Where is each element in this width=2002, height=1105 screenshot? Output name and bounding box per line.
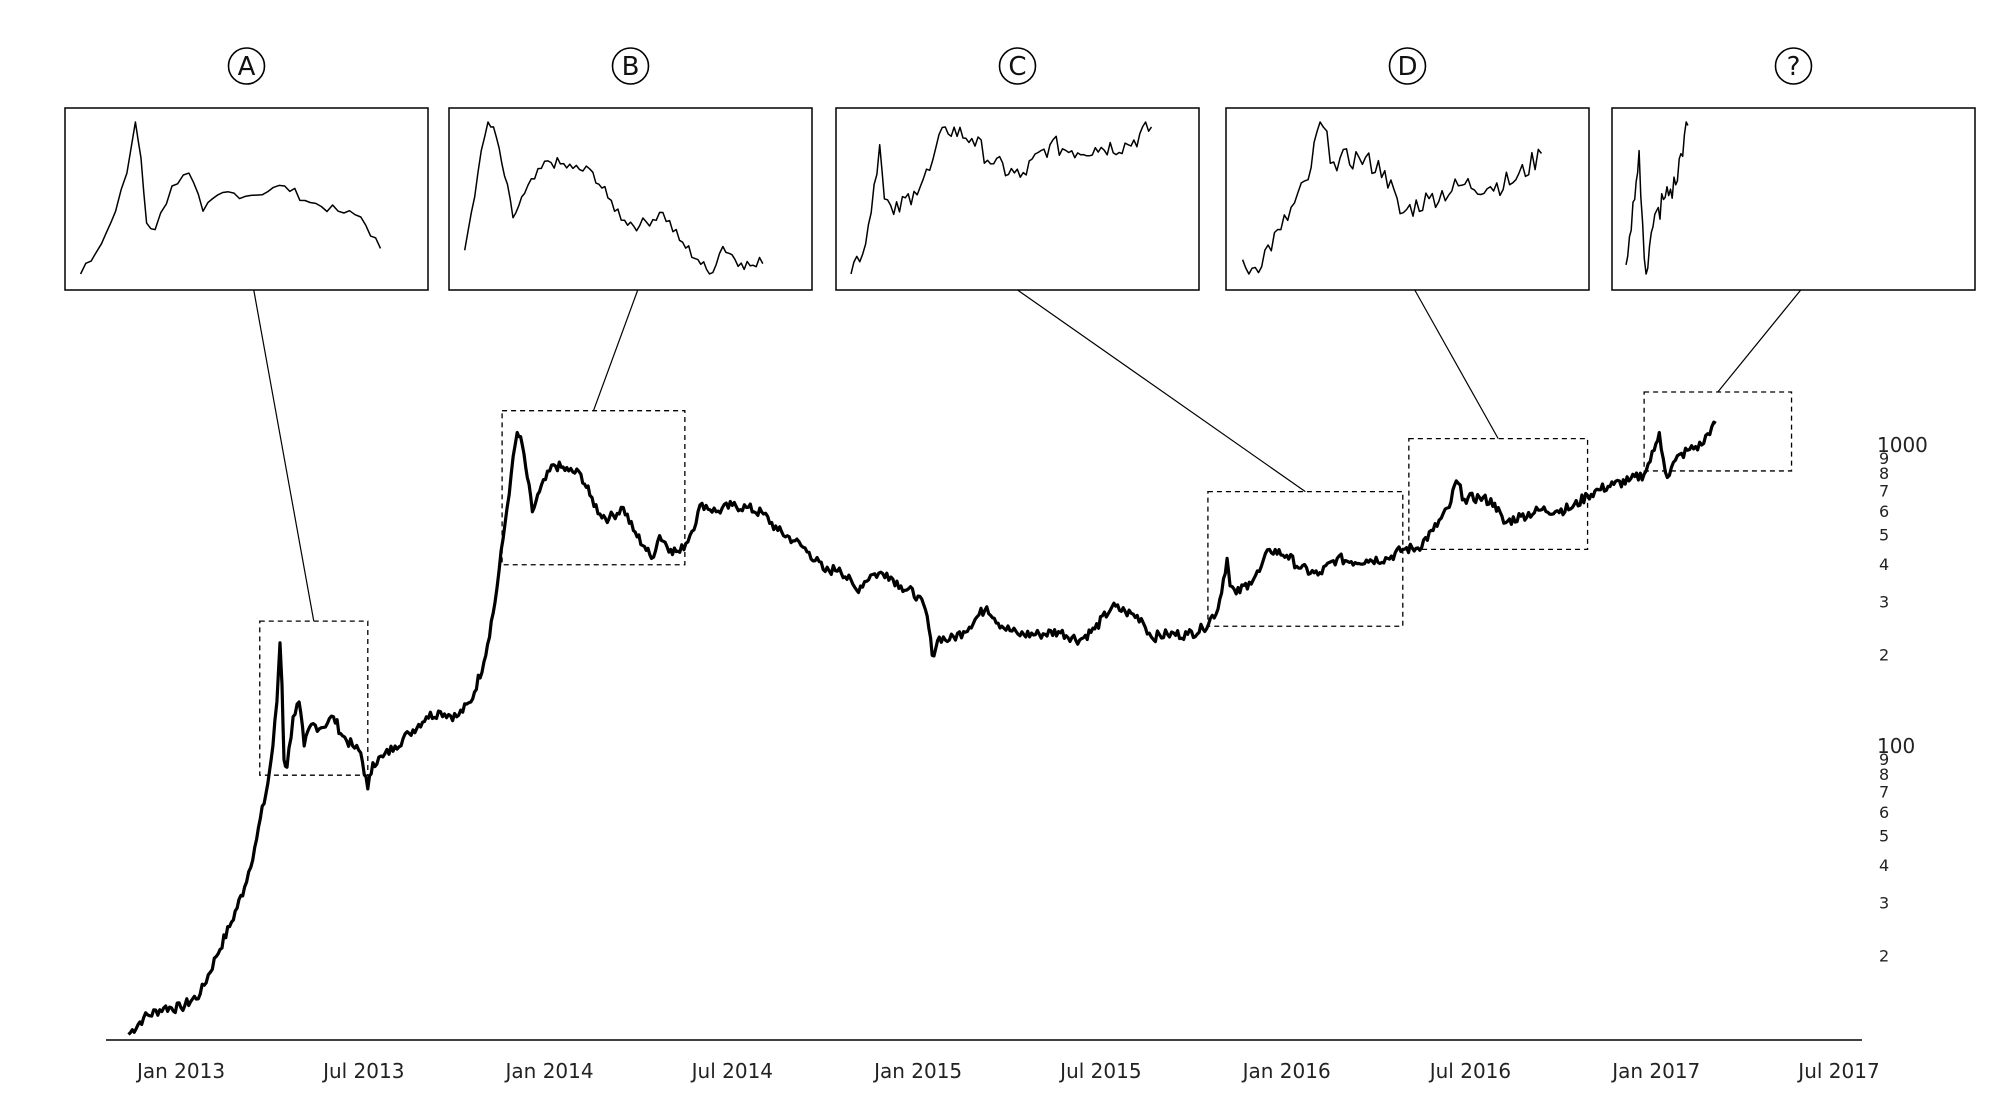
inset-frame (1611, 107, 1976, 291)
y-minor-tick-label: 7 (1879, 482, 1889, 501)
inset-badge-label: ? (1787, 52, 1801, 82)
inset-line (1241, 121, 1543, 275)
inset-badge-label: D (1397, 52, 1417, 82)
y-minor-tick-label: 2 (1879, 946, 1889, 965)
y-minor-tick-label: 9 (1879, 449, 1889, 468)
x-tick-label: Jul 2013 (321, 1059, 404, 1083)
inset-badge-circle (1774, 47, 1813, 85)
x-tick-label: Jul 2016 (1428, 1059, 1511, 1083)
zoom-box (1207, 490, 1404, 627)
inset-badge-circle (227, 47, 266, 85)
inset-line (850, 121, 1153, 275)
y-minor-tick-label: 5 (1879, 827, 1889, 846)
x-tick-label: Jul 2017 (1796, 1059, 1879, 1083)
inset-connector (592, 289, 639, 411)
y-minor-tick-label: 3 (1879, 893, 1889, 912)
inset-badge-label: B (622, 52, 640, 82)
inset-line (463, 121, 764, 275)
inset-frame (835, 107, 1200, 291)
inset-badge-label: C (1008, 52, 1026, 82)
inset-connector (1717, 289, 1802, 393)
inset-line (79, 121, 382, 275)
inset-connector (1414, 289, 1499, 439)
inset-frame (1225, 107, 1590, 291)
x-tick-label: Jan 2013 (135, 1059, 225, 1083)
y-minor-tick-label: 8 (1879, 464, 1889, 483)
inset-badge-circle (998, 47, 1037, 85)
y-minor-tick-label: 8 (1879, 765, 1889, 784)
zoom-region-boxes (259, 391, 1793, 776)
y-minor-tick-label: 4 (1879, 856, 1889, 875)
inset-panels (64, 107, 1976, 291)
inset-connectors (253, 289, 1802, 622)
inset-badges: A B C D? (227, 47, 1813, 85)
x-tick-label: Jan 2016 (1241, 1059, 1331, 1083)
x-tick-label: Jul 2014 (690, 1059, 773, 1083)
x-tick-label: Jan 2014 (504, 1059, 594, 1083)
inset-frame (64, 107, 429, 291)
y-minor-tick-label: 2 (1879, 645, 1889, 664)
y-minor-tick-label: 6 (1879, 803, 1889, 822)
inset-badge-circle (1388, 47, 1427, 85)
y-minor-tick-label: 5 (1879, 526, 1889, 545)
zoom-box (1643, 391, 1793, 472)
inset-connector (1017, 289, 1306, 493)
x-tick-label: Jul 2015 (1058, 1059, 1141, 1083)
x-tick-label: Jan 2015 (872, 1059, 962, 1083)
inset-line (1625, 121, 1689, 275)
main-series-line (127, 420, 1717, 1036)
inset-connector (253, 289, 315, 622)
y-minor-tick-label: 4 (1879, 555, 1889, 574)
y-minor-tick-label: 7 (1879, 783, 1889, 802)
y-minor-tick-label: 9 (1879, 750, 1889, 769)
x-tick-label: Jan 2017 (1610, 1059, 1700, 1083)
main-series (127, 420, 1717, 1036)
y-minor-tick-label: 3 (1879, 592, 1889, 611)
y-minor-tick-label: 6 (1879, 502, 1889, 521)
y-major-tick-label: 100 (1877, 734, 1915, 758)
inset-badge-label: A (238, 52, 256, 82)
y-major-tick-label: 1000 (1877, 433, 1928, 457)
x-axis: Jan 2013 Jul 2013 Jan 2014 Jul 2014 Jan 2015… (106, 1039, 1880, 1083)
zoom-box (1408, 437, 1589, 551)
inset-badge-circle (611, 47, 650, 85)
